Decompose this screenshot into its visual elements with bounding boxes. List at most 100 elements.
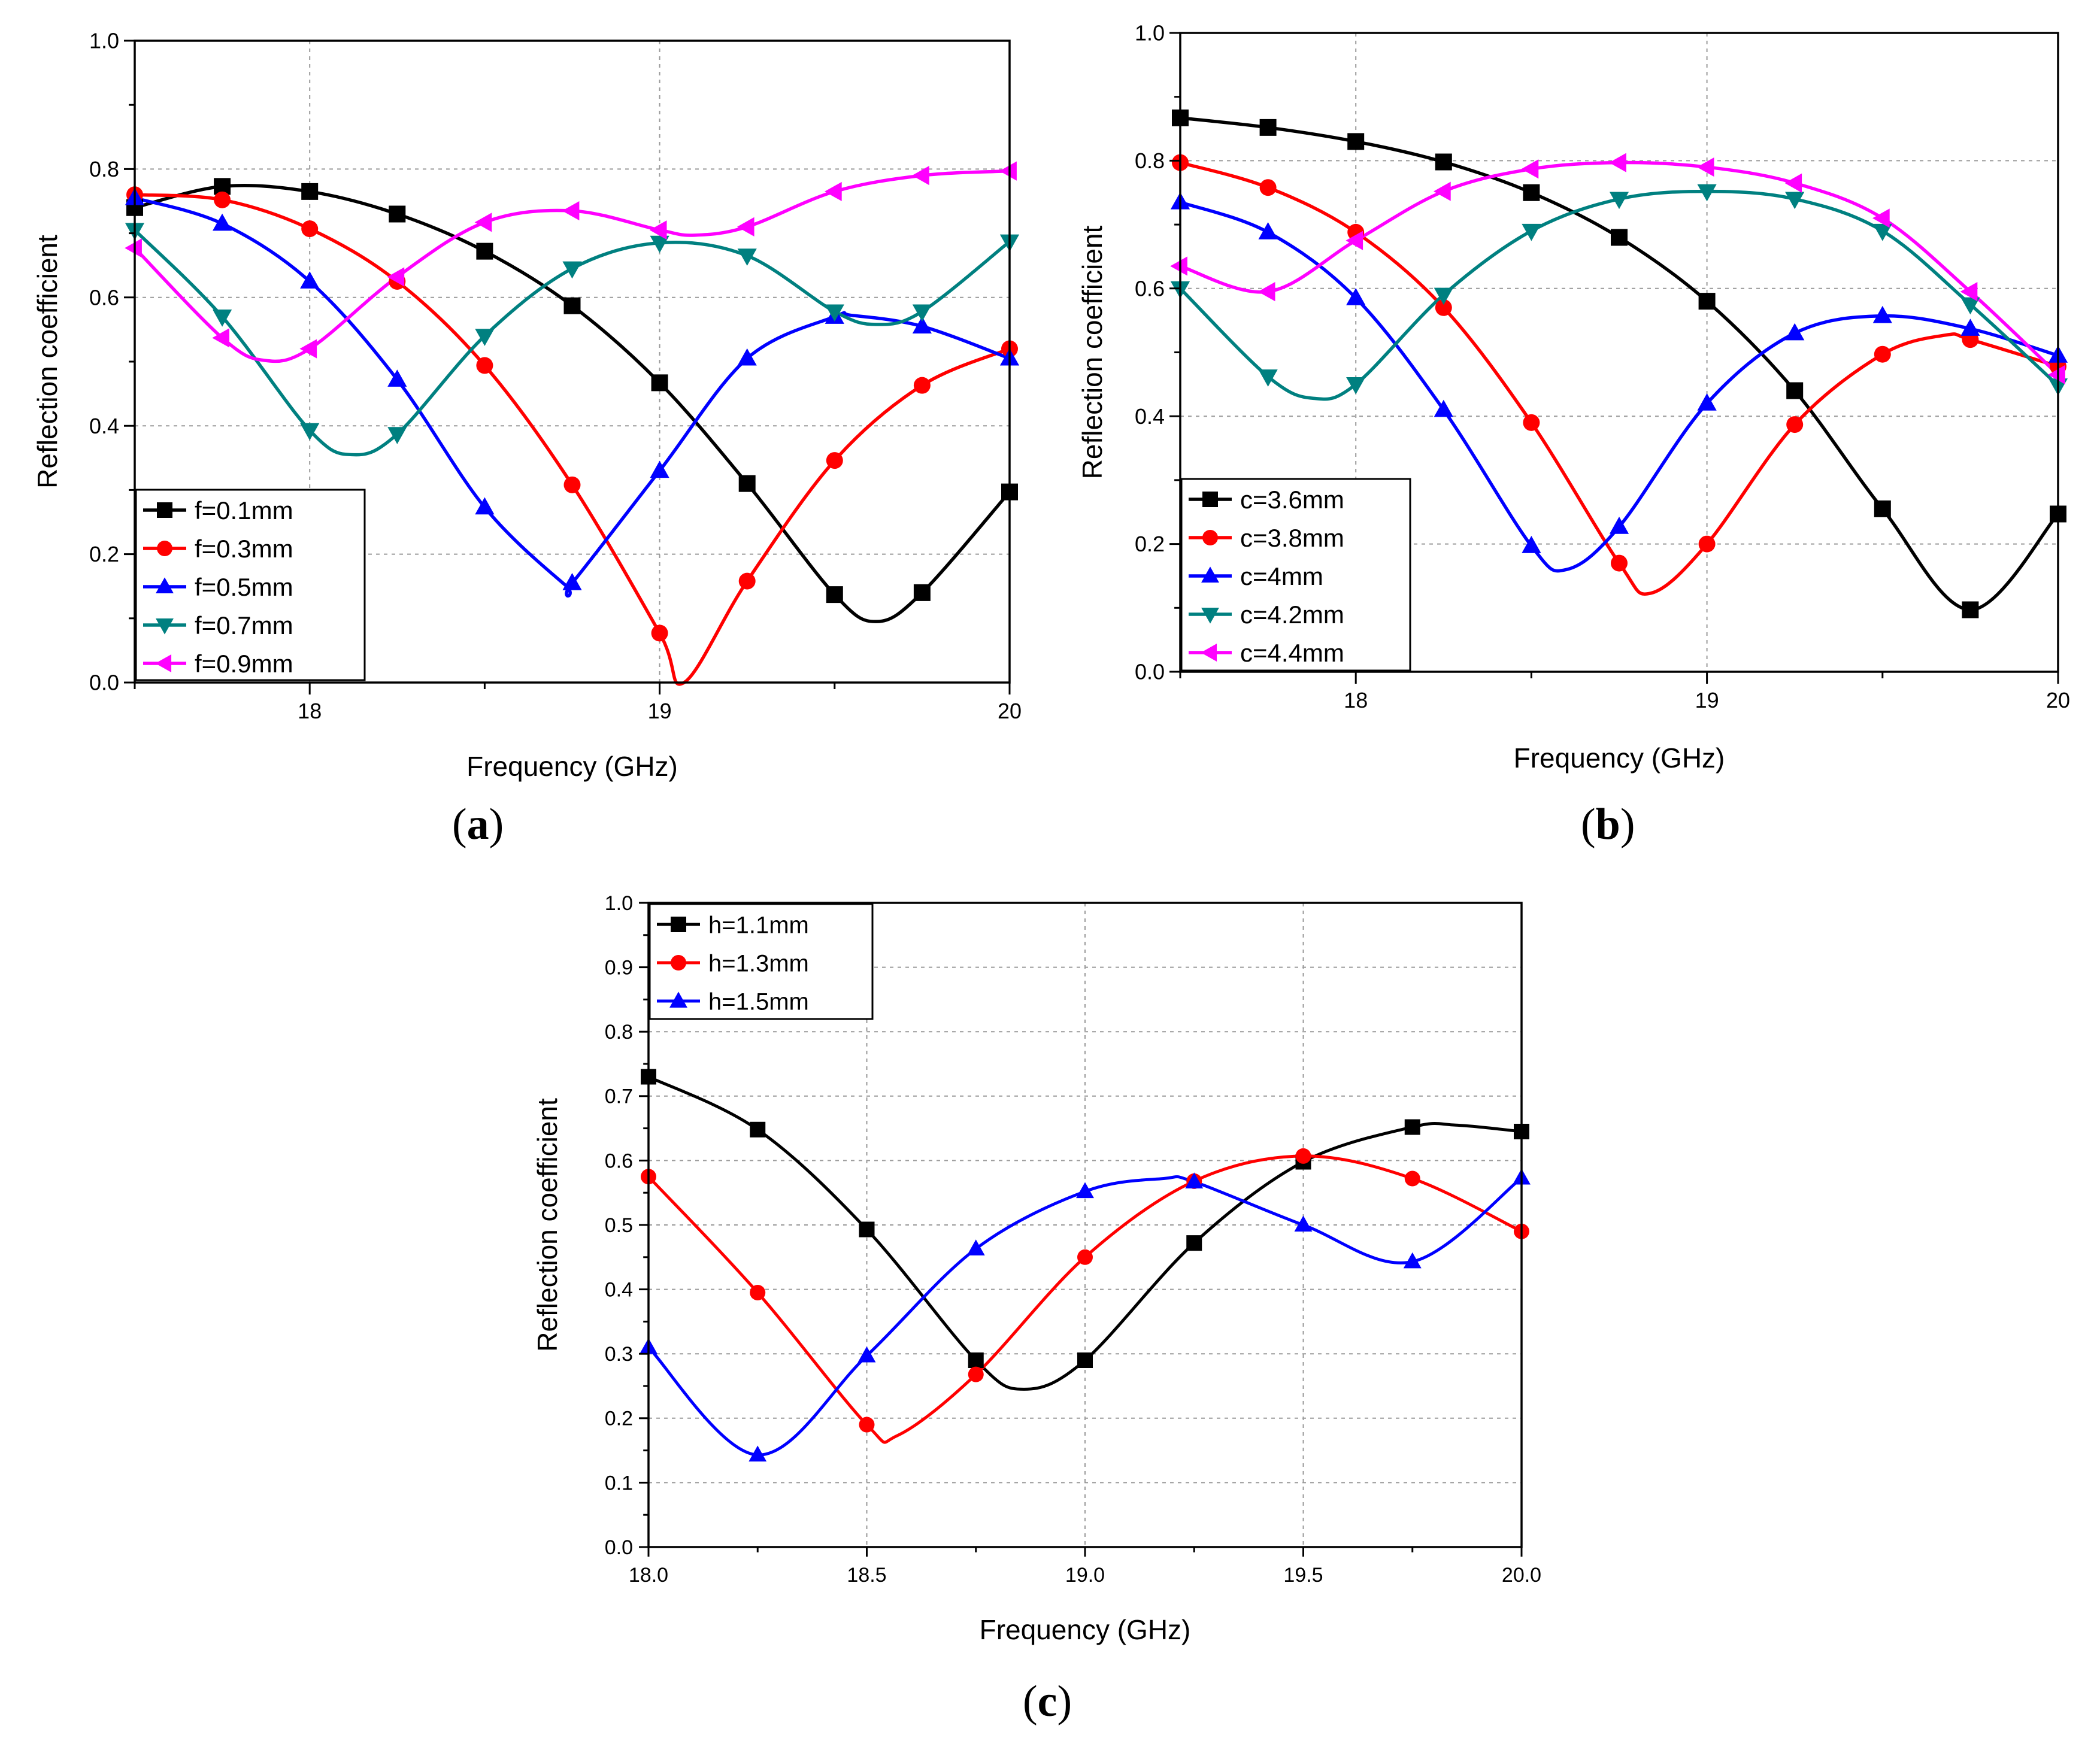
data-point-b-1 <box>1435 299 1452 316</box>
data-point-b-0 <box>1259 119 1277 136</box>
data-point-a-3 <box>475 329 495 346</box>
data-point-a-4 <box>649 220 667 240</box>
data-point-b-3 <box>1434 287 1453 305</box>
data-point-a-0 <box>476 242 493 260</box>
data-point-b-1 <box>1874 345 1891 363</box>
legend-marker-b-0 <box>1202 492 1218 507</box>
data-point-b-4 <box>1170 256 1187 276</box>
x-tick-label-b: 18 <box>1344 688 1368 712</box>
data-point-a-4 <box>474 213 492 232</box>
data-point-b-3 <box>1697 184 1717 202</box>
data-point-c-2 <box>749 1445 767 1462</box>
y-tick-label-a: 1.0 <box>89 29 119 53</box>
data-point-c-1 <box>859 1417 875 1433</box>
x-tick-label-c: 18.0 <box>629 1564 668 1587</box>
data-point-b-0 <box>1611 229 1628 246</box>
data-point-b-0 <box>1435 153 1452 171</box>
data-point-c-1 <box>968 1366 984 1382</box>
data-point-b-1 <box>1786 416 1804 433</box>
data-point-a-2 <box>300 271 320 289</box>
legend-marker-b-4 <box>1201 644 1217 662</box>
data-point-b-0 <box>1962 601 1979 618</box>
y-tick-label-b: 0.6 <box>1135 276 1165 301</box>
data-point-a-2 <box>475 497 495 515</box>
y-tick-label-c: 0.9 <box>605 957 633 979</box>
y-tick-label-c: 0.8 <box>605 1021 633 1044</box>
data-point-b-2 <box>1434 399 1453 417</box>
data-point-a-0 <box>913 584 931 601</box>
data-point-b-1 <box>1259 179 1277 196</box>
data-point-a-1 <box>651 624 668 642</box>
y-tick-label-c: 0.3 <box>605 1343 633 1366</box>
data-point-b-4 <box>1521 159 1539 179</box>
data-point-b-1 <box>1611 554 1628 572</box>
data-point-b-4 <box>1346 231 1363 250</box>
data-point-a-1 <box>563 476 581 493</box>
data-point-a-3 <box>213 310 232 327</box>
data-point-a-3 <box>300 423 320 441</box>
legend-marker-c-0 <box>671 917 686 932</box>
data-point-c-2 <box>1076 1182 1094 1199</box>
x-tick-label-a: 19 <box>648 699 672 723</box>
data-point-c-1 <box>750 1284 766 1300</box>
y-tick-label-b: 1.0 <box>1135 21 1165 46</box>
data-point-b-4 <box>1434 181 1451 201</box>
data-point-a-0 <box>651 374 668 392</box>
data-point-a-0 <box>214 178 231 195</box>
legend-label-c-0: h=1.1mm <box>708 912 809 938</box>
data-point-a-1 <box>214 191 231 208</box>
data-point-a-3 <box>912 304 932 322</box>
data-point-a-0 <box>301 183 319 200</box>
data-point-b-3 <box>1872 223 1892 241</box>
data-point-a-3 <box>387 427 407 444</box>
y-axis-label-a: Reflection coefficient <box>32 235 63 489</box>
x-tick-label-b: 20 <box>2046 688 2070 712</box>
data-point-a-4 <box>299 339 317 359</box>
chart-b: 18 19 20 0.0 0.2 0.4 0.6 0.8 1.0 Frequency (GHz) R… <box>1077 21 2070 774</box>
data-point-c-2 <box>857 1346 876 1363</box>
y-tick-label-c: 0.4 <box>605 1279 633 1302</box>
x-tick-label-b: 19 <box>1695 688 1719 712</box>
series-line-b-3 <box>1179 189 2059 401</box>
data-point-b-3 <box>1258 369 1278 387</box>
y-tick-label-b: 0.4 <box>1135 404 1165 429</box>
legend-label-b-2: c=4mm <box>1240 562 1323 590</box>
x-tick-label-a: 20 <box>998 699 1022 723</box>
legend-marker-b-2 <box>1201 566 1219 583</box>
data-point-a-0 <box>738 475 756 492</box>
legend-label-a-4: f=0.9mm <box>195 650 293 678</box>
data-point-a-2 <box>737 348 757 366</box>
legend-c: h=1.1mm h=1.3mm h=1.5mm <box>649 903 874 1020</box>
data-point-a-2 <box>387 369 407 387</box>
legend-marker-a-1 <box>157 541 172 556</box>
legend-label-a-3: f=0.7mm <box>195 611 293 639</box>
x-tick-label-c: 19.0 <box>1065 1564 1105 1587</box>
data-point-b-3 <box>1346 377 1366 395</box>
legend-label-a-1: f=0.3mm <box>195 535 293 563</box>
y-axis-label-c: Reflection coefficient <box>532 1098 563 1352</box>
chart-c: 18.0 18.5 19.0 19.5 20.0 0.0 0.1 0.2 0.3 0.4 0.5 0.… <box>532 892 1541 1645</box>
data-point-b-2 <box>1697 393 1717 411</box>
x-tick-label-c: 19.5 <box>1283 1564 1323 1587</box>
data-point-b-2 <box>1785 323 1805 341</box>
x-axis-label-a: Frequency (GHz) <box>466 751 678 782</box>
x-axis-label-b: Frequency (GHz) <box>1514 742 1725 774</box>
y-tick-label-c: 0.2 <box>605 1408 633 1430</box>
legend-marker-a-3 <box>156 618 174 635</box>
data-point-b-4 <box>1257 282 1275 302</box>
data-point-b-3 <box>1522 223 1541 241</box>
data-point-b-4 <box>1784 173 1802 193</box>
legend-marker-a-0 <box>157 502 172 518</box>
data-point-a-4 <box>999 161 1017 181</box>
y-tick-label-c: 0.1 <box>605 1472 633 1494</box>
data-point-b-2 <box>1346 288 1366 305</box>
y-tick-label-b: 0.2 <box>1135 532 1165 556</box>
data-point-a-4 <box>737 217 754 236</box>
y-tick-label-a: 0.4 <box>89 414 119 438</box>
data-point-b-3 <box>1609 192 1629 210</box>
y-axis-label-b: Reflection coefficient <box>1077 225 1108 479</box>
data-point-a-3 <box>650 235 669 253</box>
data-point-b-4 <box>1609 153 1626 172</box>
legend-marker-c-1 <box>671 955 686 970</box>
